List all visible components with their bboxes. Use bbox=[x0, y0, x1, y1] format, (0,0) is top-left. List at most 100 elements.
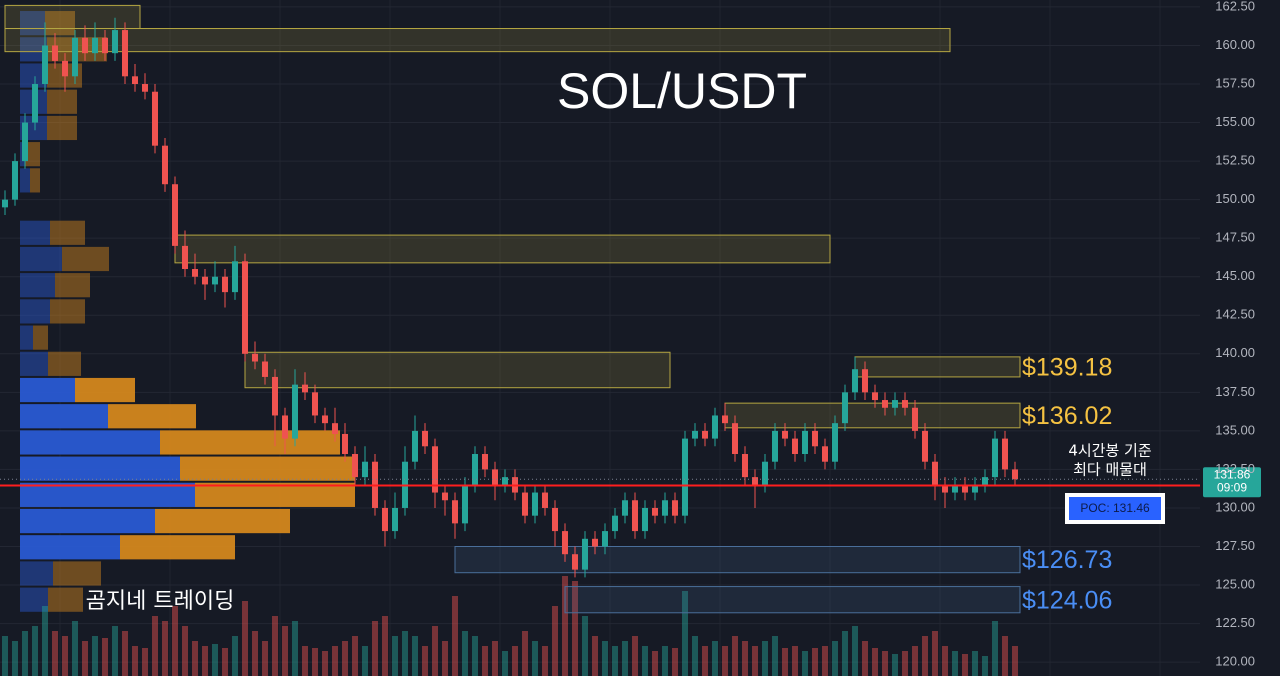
candle-body bbox=[452, 500, 458, 524]
volume-bar bbox=[212, 644, 218, 676]
volume-bar bbox=[952, 651, 958, 676]
volume-bar bbox=[312, 648, 318, 676]
y-tick-label: 120.00 bbox=[1215, 654, 1255, 669]
volume-bar bbox=[2, 636, 8, 676]
volume-bar bbox=[152, 616, 158, 676]
volume-bar bbox=[252, 631, 258, 676]
volume-bar bbox=[652, 651, 658, 676]
candle-body bbox=[472, 454, 478, 485]
y-tick-label: 147.50 bbox=[1215, 230, 1255, 245]
candle-body bbox=[652, 507, 658, 516]
candle-body bbox=[302, 384, 308, 393]
profile-sell bbox=[180, 456, 355, 481]
volume-bar bbox=[182, 626, 188, 676]
candle-body bbox=[852, 369, 858, 393]
profile-sell bbox=[47, 115, 77, 141]
profile-buy bbox=[20, 508, 155, 534]
candle-body bbox=[842, 392, 848, 424]
zone bbox=[454, 546, 1021, 574]
volume-bar bbox=[832, 641, 838, 676]
candle-body bbox=[732, 423, 738, 455]
candle-body bbox=[952, 484, 958, 493]
candle-body bbox=[172, 184, 178, 246]
candle-body bbox=[642, 507, 648, 532]
volume-bar bbox=[342, 641, 348, 676]
profile-sell bbox=[25, 142, 40, 167]
y-tick-label: 122.50 bbox=[1215, 615, 1255, 630]
candle-body bbox=[182, 245, 188, 270]
candle-body bbox=[572, 554, 578, 570]
volume-bar bbox=[542, 646, 548, 676]
zone-label: $136.02 bbox=[1022, 402, 1112, 430]
poc-note: 최다 매물대 bbox=[1073, 461, 1147, 479]
profile-sell bbox=[53, 561, 101, 586]
candle-body bbox=[492, 469, 498, 485]
volume-bar bbox=[292, 621, 298, 676]
candle-body bbox=[752, 477, 758, 485]
y-tick-label: 155.00 bbox=[1215, 114, 1255, 129]
candle-body bbox=[282, 415, 288, 439]
y-tick-label: 127.50 bbox=[1215, 538, 1255, 553]
candle-body bbox=[772, 430, 778, 462]
volume-bar bbox=[452, 596, 458, 676]
candle-body bbox=[272, 376, 278, 416]
volume-bar bbox=[802, 651, 808, 676]
profile-sell bbox=[62, 246, 109, 272]
zone-label: $124.06 bbox=[1022, 586, 1112, 614]
candle-body bbox=[72, 37, 78, 77]
volume-bar bbox=[222, 648, 228, 676]
candle-body bbox=[682, 438, 688, 516]
profile-buy bbox=[20, 430, 160, 455]
y-tick-label: 135.00 bbox=[1215, 422, 1255, 437]
poc-label: POC: 131.46 bbox=[1080, 501, 1150, 515]
candle-body bbox=[22, 122, 28, 162]
y-tick-label: 142.50 bbox=[1215, 307, 1255, 322]
candle-body bbox=[1012, 469, 1018, 480]
y-tick-label: 137.50 bbox=[1215, 384, 1255, 399]
zone bbox=[4, 4, 141, 30]
candle-body bbox=[632, 500, 638, 532]
profile-buy bbox=[20, 587, 48, 612]
volume-bar bbox=[702, 646, 708, 676]
volume-bar bbox=[902, 651, 908, 676]
volume-bar bbox=[962, 654, 968, 676]
y-tick-label: 132.50 bbox=[1215, 461, 1255, 476]
candle-body bbox=[692, 430, 698, 439]
volume-bar bbox=[462, 631, 468, 676]
volume-bar bbox=[862, 641, 868, 676]
profile-sell bbox=[50, 220, 85, 245]
candle-body bbox=[662, 500, 668, 516]
profile-buy bbox=[20, 246, 62, 272]
candle-body bbox=[62, 60, 68, 77]
volume-bar bbox=[772, 636, 778, 676]
volume-bar bbox=[642, 646, 648, 676]
candle-body bbox=[322, 415, 328, 424]
candle-body bbox=[232, 261, 238, 293]
candle-body bbox=[802, 430, 808, 455]
candle-body bbox=[202, 276, 208, 285]
profile-buy bbox=[20, 299, 50, 324]
y-tick-label: 145.00 bbox=[1215, 268, 1255, 283]
profile-sell bbox=[47, 89, 77, 114]
candle-body bbox=[612, 515, 618, 532]
candle-body bbox=[352, 454, 358, 478]
volume-bar bbox=[12, 641, 18, 676]
volume-bar bbox=[22, 631, 28, 676]
candle-body bbox=[252, 353, 258, 362]
candle-body bbox=[962, 484, 968, 493]
profile-sell bbox=[108, 404, 196, 429]
volume-bar bbox=[522, 631, 528, 676]
candle-body bbox=[712, 415, 718, 439]
candle-body bbox=[812, 430, 818, 447]
volume-bar bbox=[892, 654, 898, 676]
candle-body bbox=[882, 400, 888, 408]
volume-bar bbox=[992, 621, 998, 676]
y-tick-label: 157.50 bbox=[1215, 75, 1255, 90]
volume-bar bbox=[872, 648, 878, 676]
candle-body bbox=[312, 392, 318, 416]
profile-buy bbox=[20, 561, 53, 586]
profile-buy bbox=[20, 168, 30, 193]
volume-bar bbox=[302, 646, 308, 676]
volume-bar bbox=[912, 646, 918, 676]
candle-body bbox=[1002, 438, 1008, 470]
